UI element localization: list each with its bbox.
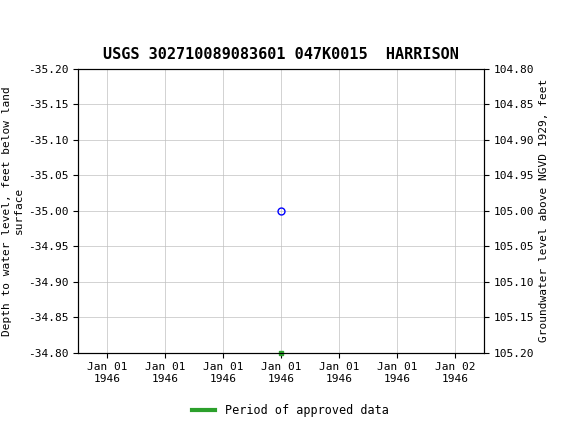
Text: ▒USGS: ▒USGS <box>9 10 63 31</box>
Title: USGS 302710089083601 047K0015  HARRISON: USGS 302710089083601 047K0015 HARRISON <box>103 47 459 62</box>
Y-axis label: Depth to water level, feet below land
surface: Depth to water level, feet below land su… <box>2 86 24 335</box>
Y-axis label: Groundwater level above NGVD 1929, feet: Groundwater level above NGVD 1929, feet <box>539 79 549 342</box>
Legend: Period of approved data: Period of approved data <box>187 399 393 422</box>
